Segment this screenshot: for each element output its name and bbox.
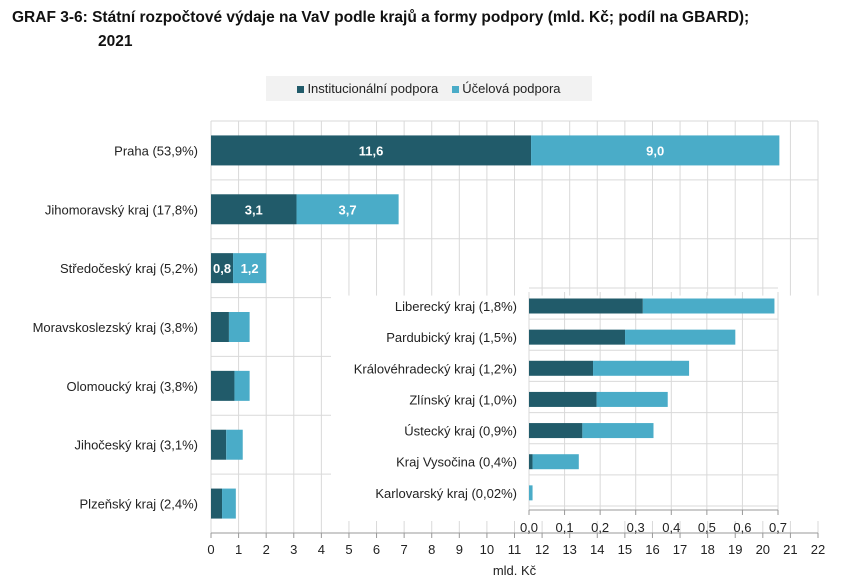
- data-label: 1,2: [241, 261, 259, 276]
- data-label: 3,7: [339, 202, 357, 217]
- inset-bar-institutional: [529, 454, 533, 470]
- legend-swatch-targeted: [452, 86, 460, 94]
- x-tick-label: 14: [590, 542, 604, 557]
- inset-bar-institutional: [529, 423, 583, 439]
- x-tick-label: 10: [480, 542, 494, 557]
- legend-label-targeted: Účelová podpora: [462, 81, 561, 96]
- x-tick-label: 2: [263, 542, 270, 557]
- x-tick-label: 15: [618, 542, 632, 557]
- bar-targeted: [233, 253, 267, 284]
- chart-title: GRAF 3-6: Státní rozpočtové výdaje na Va…: [12, 6, 862, 54]
- inset-x-tick-label: 0,5: [698, 520, 716, 535]
- legend-label-institutional: Institucionální podpora: [307, 81, 439, 96]
- bar-targeted: [531, 135, 780, 166]
- x-tick-label: 13: [562, 542, 576, 557]
- inset-x-tick-label: 0,6: [733, 520, 751, 535]
- data-label: 11,6: [359, 143, 384, 158]
- inset-x-tick-label: 0,1: [556, 520, 574, 535]
- x-tick-label: 6: [373, 542, 380, 557]
- bar-institutional: [211, 370, 235, 401]
- data-label: 0,8: [213, 261, 231, 276]
- bar-targeted: [226, 429, 243, 460]
- inset-bar-targeted: [596, 391, 668, 407]
- inset-x-tick-label: 0,3: [627, 520, 645, 535]
- legend-item-targeted: Účelová podpora: [452, 81, 561, 96]
- category-label: Jihočeský kraj (3,1%): [74, 438, 198, 453]
- x-tick-label: 5: [345, 542, 352, 557]
- x-tick-label: 22: [811, 542, 825, 557]
- inset-bar-targeted: [593, 360, 690, 376]
- x-tick-label: 1: [235, 542, 242, 557]
- category-label: Jihomoravský kraj (17,8%): [45, 202, 198, 217]
- bar-institutional: [211, 135, 532, 166]
- inset-bar-targeted: [529, 485, 533, 501]
- x-tick-label: 17: [673, 542, 687, 557]
- inset-bar-targeted: [582, 423, 654, 439]
- inset-bar-targeted: [532, 454, 579, 470]
- inset-x-tick-label: 0,0: [520, 520, 538, 535]
- category-label: Středočeský kraj (5,2%): [60, 261, 198, 276]
- x-tick-label: 21: [783, 542, 797, 557]
- x-tick-label: 19: [728, 542, 742, 557]
- inset-x-tick-label: 0,4: [662, 520, 680, 535]
- x-tick-label: 12: [535, 542, 549, 557]
- inset-category-label: Pardubický kraj (1,5%): [386, 330, 517, 345]
- category-label: Plzeňský kraj (2,4%): [80, 497, 198, 512]
- x-axis-title: mld. Kč: [493, 563, 537, 578]
- inset-bar-targeted: [625, 329, 736, 345]
- category-label: Moravskoslezský kraj (3,8%): [33, 320, 198, 335]
- bar-targeted: [296, 194, 399, 225]
- inset-category-label: Zlínský kraj (1,0%): [409, 392, 517, 407]
- bar-targeted: [234, 370, 250, 401]
- title-line-1: GRAF 3-6: Státní rozpočtové výdaje na Va…: [12, 9, 750, 26]
- inset-category-label: Karlovarský kraj (0,02%): [375, 486, 517, 501]
- x-tick-label: 0: [207, 542, 214, 557]
- inset-bar-targeted: [642, 298, 775, 314]
- x-tick-label: 20: [756, 542, 770, 557]
- inset-category-label: Královéhradecký kraj (1,2%): [354, 361, 517, 376]
- bar-institutional: [211, 253, 234, 284]
- inset-bar-institutional: [529, 298, 643, 314]
- inset-category-label: Kraj Vysočina (0,4%): [396, 455, 517, 470]
- x-tick-label: 18: [700, 542, 714, 557]
- title-line-2: 2021: [98, 33, 133, 50]
- x-tick-label: 3: [290, 542, 297, 557]
- x-tick-label: 9: [456, 542, 463, 557]
- category-label: Praha (53,9%): [114, 143, 198, 158]
- bar-institutional: [211, 429, 227, 460]
- x-tick-label: 16: [645, 542, 659, 557]
- bar-institutional: [211, 488, 223, 519]
- inset-bar-institutional: [529, 391, 597, 407]
- bar-institutional: [211, 312, 229, 342]
- data-label: 3,1: [245, 202, 263, 217]
- legend: Institucionální podpora Účelová podpora: [266, 76, 592, 101]
- inset-category-label: Liberecký kraj (1,8%): [395, 299, 517, 314]
- inset-category-label: Ústecký kraj (0,9%): [404, 424, 517, 439]
- x-tick-label: 8: [428, 542, 435, 557]
- category-label: Olomoucký kraj (3,8%): [67, 379, 198, 394]
- legend-item-institutional: Institucionální podpora: [297, 81, 438, 96]
- legend-swatch-institutional: [297, 86, 305, 94]
- data-label: 9,0: [646, 143, 664, 158]
- inset-x-tick-label: 0,2: [591, 520, 609, 535]
- bar-institutional: [211, 194, 297, 225]
- x-tick-label: 11: [508, 542, 522, 557]
- x-tick-label: 4: [318, 542, 325, 557]
- inset-bar-institutional: [529, 329, 626, 345]
- bar-targeted: [228, 312, 250, 342]
- inset-x-tick-label: 0,7: [769, 520, 787, 535]
- x-tick-label: 7: [401, 542, 408, 557]
- inset-bar-institutional: [529, 360, 594, 376]
- bar-targeted: [222, 488, 236, 519]
